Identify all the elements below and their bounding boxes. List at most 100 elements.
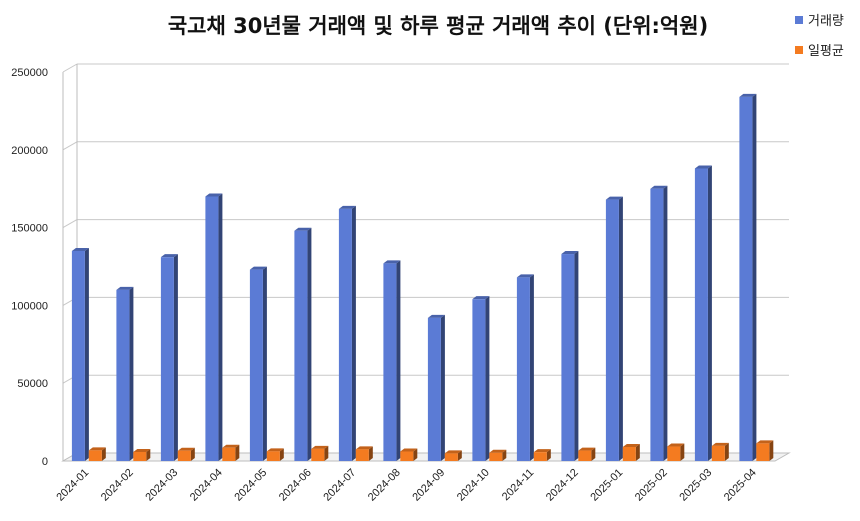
bar-series-1-2024-06-side	[307, 227, 312, 461]
legend-label-series-2: 일평균	[808, 44, 844, 59]
x-tick-label: 2024-11	[500, 467, 536, 503]
bar-series-2-2024-07-top	[355, 446, 373, 450]
bar-series-2-2024-07-side	[368, 446, 373, 461]
bar-series-1-2024-01	[71, 247, 89, 461]
bar-series-2-2024-03-front	[177, 450, 191, 461]
bar-series-2-2024-09	[444, 450, 462, 461]
bar-series-2-2024-06-front	[311, 448, 325, 461]
bar-series-1-2024-04-side	[218, 193, 223, 462]
y-tick-label: 50000	[17, 378, 48, 390]
bar-series-2-2025-03-top	[711, 442, 729, 446]
bar-series-1-2024-07-top	[338, 205, 356, 209]
bar-series-1-2024-02-front	[116, 289, 130, 461]
bar-series-2-2024-01-side	[101, 447, 106, 461]
bar-series-2-2024-12	[578, 447, 596, 461]
bar-series-1-2024-02	[116, 286, 134, 461]
bar-series-2-2024-09-side	[457, 450, 462, 461]
bar-series-1-2024-07	[338, 205, 356, 461]
bar-series-1-2025-01-top	[605, 196, 623, 200]
bar-series-2-2024-10-front	[489, 452, 503, 461]
bar-series-2-2024-07-front	[355, 449, 369, 461]
y-tick-label: 0	[42, 456, 48, 468]
legend-label-series-1: 거래량	[808, 14, 844, 29]
legend-swatch-series-1	[795, 16, 803, 24]
bar-series-1-2025-02-side	[663, 185, 668, 461]
bar-series-1-2024-10	[472, 296, 490, 461]
bar-series-2-2024-12-top	[578, 447, 596, 451]
bar-series-1-2024-06	[294, 227, 312, 461]
bar-series-1-2024-05-front	[249, 269, 263, 461]
bar-series-2-2024-11-side	[546, 449, 551, 461]
x-tick-label: 2024-01	[54, 467, 91, 504]
bar-series-1-2024-03-top	[160, 254, 178, 258]
x-tick-label: 2024-08	[366, 467, 403, 504]
bar-series-2-2025-03	[711, 442, 729, 461]
bar-series-2-2024-04	[222, 444, 240, 461]
bar-series-1-2024-01-side	[84, 247, 89, 461]
bar-series-1-2024-08-top	[383, 260, 401, 264]
bar-series-2-2024-04-side	[235, 444, 240, 461]
bar-series-2-2024-05-side	[279, 448, 284, 461]
bar-series-1-2024-08-front	[383, 263, 397, 461]
bar-series-1-2024-11	[516, 274, 534, 461]
bar-series-2-2024-11-front	[533, 452, 547, 461]
bar-series-2-2025-04-side	[769, 440, 774, 461]
bar-series-2-2025-01-side	[635, 443, 640, 461]
bar-series-2-2024-10	[489, 449, 507, 461]
bar-series-1-2024-03-front	[160, 257, 174, 461]
bar-series-1-2024-07-side	[351, 205, 356, 461]
bar-series-1-2024-09-top	[427, 314, 445, 318]
bar-series-1-2024-09-side	[440, 314, 445, 461]
y-axis-ticks: 250000 200000 150000 100000 50000 0	[11, 67, 48, 468]
gridline-slant	[62, 141, 78, 151]
bar-series-2-2024-01-front	[88, 450, 102, 461]
bar-series-2-2024-06-side	[324, 445, 329, 461]
bar-series-2-2024-08-side	[413, 448, 418, 461]
bar-series-2-2024-09-top	[444, 450, 462, 454]
bar-series-2-2024-10-top	[489, 449, 507, 453]
x-tick-label: 2024-10	[455, 467, 492, 504]
bar-series-1-2024-10-top	[472, 296, 490, 300]
bar-series-1-2024-04	[205, 193, 223, 462]
bar-series-1-2024-05	[249, 266, 267, 461]
bar-series-2-2024-05	[266, 448, 284, 461]
bar-series-1-2024-08-side	[396, 260, 401, 461]
gridline-slant	[62, 63, 78, 73]
bar-series-2-2024-08	[400, 448, 418, 461]
bar-series-2-2024-04-top	[222, 444, 240, 448]
legend-item-series-2: 일평균	[795, 44, 844, 59]
bar-series-2-2025-02-top	[667, 443, 685, 447]
bar-series-2-2025-03-front	[711, 445, 725, 461]
bar-series-1-2024-03-side	[173, 254, 178, 461]
bar-series-1-2025-03-top	[694, 165, 712, 169]
bar-series-1-2024-12-top	[561, 251, 579, 255]
bar-series-1-2025-02-front	[650, 188, 664, 461]
bar-series-2-2024-09-front	[444, 453, 458, 461]
bar-series-1-2025-04-front	[739, 96, 753, 461]
x-tick-label: 2024-04	[188, 467, 225, 504]
legend: 거래량 일평균	[795, 14, 844, 59]
bar-series-1-2025-02-top	[650, 185, 668, 189]
bar-series-2-2024-07	[355, 446, 373, 461]
bar-series-2-2025-01-top	[622, 443, 640, 447]
bar-series-2-2024-11-top	[533, 449, 551, 453]
bar-series-1-2024-12	[561, 251, 579, 461]
gridline-slant	[62, 219, 78, 229]
bar-series-2-2025-02-front	[667, 446, 681, 461]
bar-series-1-2024-06-front	[294, 230, 308, 461]
bar-series-2-2024-02-front	[133, 451, 147, 461]
bar-series-2-2025-02-side	[680, 443, 685, 461]
bar-series-1-2024-09-front	[427, 317, 441, 461]
bar-series-1-2024-09	[427, 314, 445, 461]
bar-series-2-2024-12-side	[591, 447, 596, 461]
bar-series-1-2024-11-top	[516, 274, 534, 278]
y-tick-label: 250000	[11, 67, 48, 79]
y-tick-label: 200000	[11, 145, 48, 157]
legend-swatch-series-2	[795, 46, 803, 54]
bar-series-1-2024-10-front	[472, 299, 486, 461]
bar-series-2-2025-04-front	[756, 443, 770, 461]
bar-series-1-2025-04-side	[752, 93, 757, 462]
bar-series-2-2024-10-side	[502, 449, 507, 461]
y-tick-label: 150000	[11, 223, 48, 235]
